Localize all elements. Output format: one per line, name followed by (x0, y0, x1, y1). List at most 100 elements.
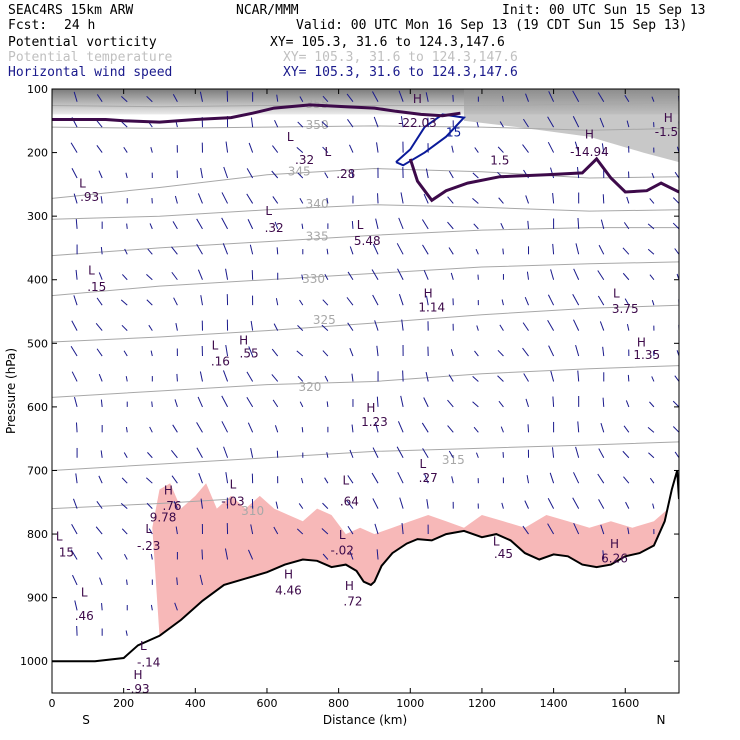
wind-vector (196, 422, 203, 433)
wind-vector (421, 219, 429, 230)
wind-vector (547, 141, 555, 153)
wind-vector (73, 498, 78, 509)
x-tick-label: 400 (185, 697, 206, 710)
wind-vector (96, 94, 103, 102)
extremum-label: L (212, 339, 219, 353)
extremum-label: .32 (295, 153, 314, 167)
wind-vector (196, 218, 203, 230)
theta-contour-label: 340 (306, 197, 329, 211)
field-pv-xy: XY= 105.3, 31.6 to 124.3,147.6 (270, 35, 505, 50)
wind-vector (52, 380, 53, 382)
wind-vector (224, 548, 229, 560)
terrain-line (52, 470, 679, 663)
wind-vector (120, 299, 128, 306)
wind-vector (351, 373, 354, 382)
wind-vector (71, 524, 78, 535)
wind-vector (321, 121, 329, 128)
wind-vector (298, 503, 304, 509)
wind-vector (376, 345, 379, 357)
extremum-label: L (81, 585, 88, 599)
wind-vector (572, 116, 580, 128)
x-axis-label: Distance (km) (323, 713, 407, 727)
wind-vector (447, 221, 454, 230)
extremum-label: .15 (87, 280, 106, 294)
wind-vector (124, 248, 128, 255)
wind-vector (197, 269, 203, 280)
extremum-label: .27 (419, 471, 438, 485)
extremum-label: H (610, 537, 619, 551)
extremum-label: L (56, 529, 63, 543)
wind-vector (573, 472, 580, 484)
wind-vector (674, 171, 679, 179)
wind-vector (652, 503, 655, 509)
wind-vector (73, 295, 78, 306)
wind-vector (221, 192, 229, 204)
wind-vector (196, 447, 203, 459)
wind-vector (473, 426, 479, 433)
wind-vector (501, 502, 504, 509)
wind-vector (146, 299, 153, 306)
wind-vector (99, 577, 103, 586)
extremum-label: H (413, 92, 422, 106)
wind-vector (425, 92, 429, 102)
wind-vector (448, 374, 454, 382)
wind-vector (247, 422, 254, 433)
wind-vector (475, 452, 479, 458)
wind-vector (447, 196, 454, 204)
wind-vector (497, 349, 504, 357)
wind-vector (525, 93, 529, 102)
wind-vector (274, 425, 279, 433)
wind-vector (146, 95, 153, 103)
wind-vector (70, 549, 78, 560)
wind-vector (597, 270, 605, 281)
wind-vector (301, 223, 304, 229)
wind-vector (649, 477, 655, 484)
wind-vector (396, 243, 404, 255)
extremum-label: .64 (340, 494, 359, 508)
wind-vector (123, 452, 128, 459)
wind-vector (73, 193, 78, 204)
wind-vector (425, 168, 429, 179)
theta-contour-label: 325 (313, 313, 336, 327)
wind-vector (326, 197, 329, 204)
wind-vector (173, 297, 178, 306)
wind-vector (399, 497, 404, 509)
wind-vector (249, 244, 254, 255)
wind-vector (98, 475, 103, 484)
wind-vector (296, 350, 304, 357)
wind-vector (126, 223, 128, 229)
model-title: SEAC4RS 15km ARW (8, 3, 134, 18)
wind-vector (552, 192, 555, 204)
wind-vector (146, 273, 153, 281)
wind-vector (125, 426, 128, 433)
wind-vector (223, 166, 229, 179)
extremum-label: -.14 (137, 655, 160, 669)
wind-vector (674, 248, 679, 255)
wind-vector (299, 197, 304, 204)
wind-vector (374, 523, 379, 535)
wind-vector (672, 222, 679, 230)
wind-vector (223, 446, 229, 458)
extremum-label: 1.23 (361, 415, 388, 429)
extremum-label: 4.46 (275, 583, 302, 597)
wind-vector (347, 525, 354, 535)
wind-vector (101, 603, 103, 611)
theta-contour-label: 350 (306, 118, 329, 132)
wind-vector (549, 472, 555, 484)
extremum-label: 1.14 (418, 301, 445, 315)
y-tick-label: 600 (27, 401, 48, 414)
wind-vector (96, 501, 103, 509)
theta-contour (52, 227, 679, 257)
wind-vector (98, 170, 103, 179)
wind-vector (326, 452, 329, 458)
wind-vector (599, 321, 605, 331)
wind-vector (75, 269, 78, 280)
wind-vector (547, 116, 555, 128)
theta-contour-label: 315 (442, 453, 465, 467)
wind-vector (473, 223, 479, 230)
theta-contour-label: 310 (241, 504, 264, 518)
field-theta-xy: XY= 105.3, 31.6 to 124.3,147.6 (283, 50, 518, 65)
wind-vector (322, 502, 329, 509)
wind-vector (121, 274, 128, 281)
wind-vector (522, 144, 529, 153)
